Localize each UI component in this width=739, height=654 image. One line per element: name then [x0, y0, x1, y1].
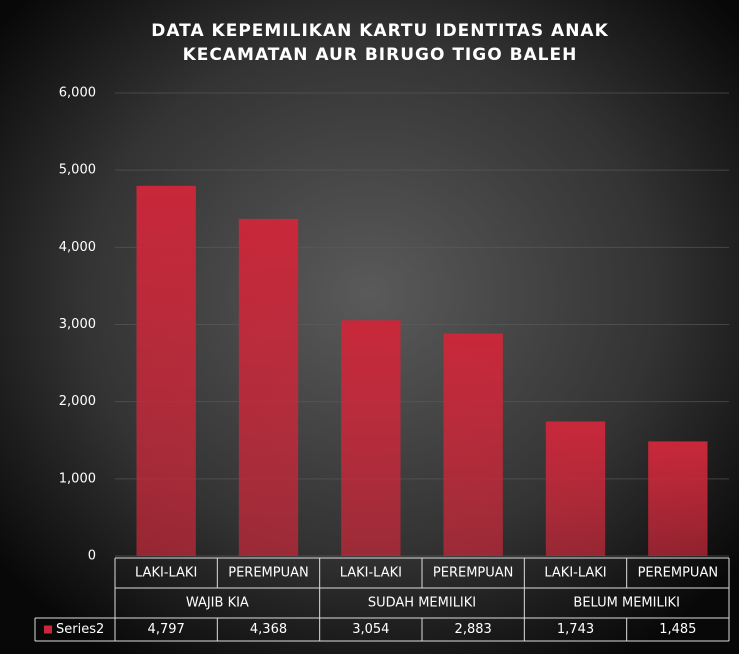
bar [443, 333, 503, 556]
bar [341, 320, 401, 556]
table-value: 4,368 [250, 622, 287, 637]
y-tick-label: 0 [88, 549, 96, 564]
x-tick-label: PEREMPUAN [228, 566, 309, 581]
group-label: WAJIB KIA [186, 596, 249, 611]
table-value: 2,883 [455, 622, 492, 637]
y-tick-label: 6,000 [59, 86, 96, 101]
table-value: 1,743 [557, 622, 594, 637]
y-tick-label: 5,000 [59, 163, 96, 178]
bar [545, 421, 606, 556]
chart-title: KECAMATAN AUR BIRUGO TIGO BALEH [183, 45, 578, 65]
x-tick-label: PEREMPUAN [638, 566, 719, 581]
legend-label: Series2 [56, 622, 104, 637]
table-value: 1,485 [659, 622, 696, 637]
bar [136, 185, 196, 557]
chart-title: DATA KEPEMILIKAN KARTU IDENTITAS ANAK [151, 21, 609, 41]
legend-swatch [44, 625, 52, 634]
table-value: 3,054 [352, 622, 389, 637]
x-tick-label: LAKI-LAKI [544, 566, 606, 581]
y-tick-label: 2,000 [59, 394, 96, 409]
group-label: BELUM MEMILIKI [573, 596, 680, 611]
bar [648, 441, 708, 556]
y-tick-label: 1,000 [59, 471, 96, 486]
bar [238, 218, 299, 556]
x-tick-label: LAKI-LAKI [340, 566, 402, 581]
group-label: SUDAH MEMILIKI [368, 596, 476, 611]
x-tick-label: PEREMPUAN [433, 566, 514, 581]
y-tick-label: 3,000 [59, 317, 96, 332]
y-tick-label: 4,000 [59, 240, 96, 255]
x-tick-label: LAKI-LAKI [135, 566, 197, 581]
table-value: 4,797 [148, 622, 185, 637]
